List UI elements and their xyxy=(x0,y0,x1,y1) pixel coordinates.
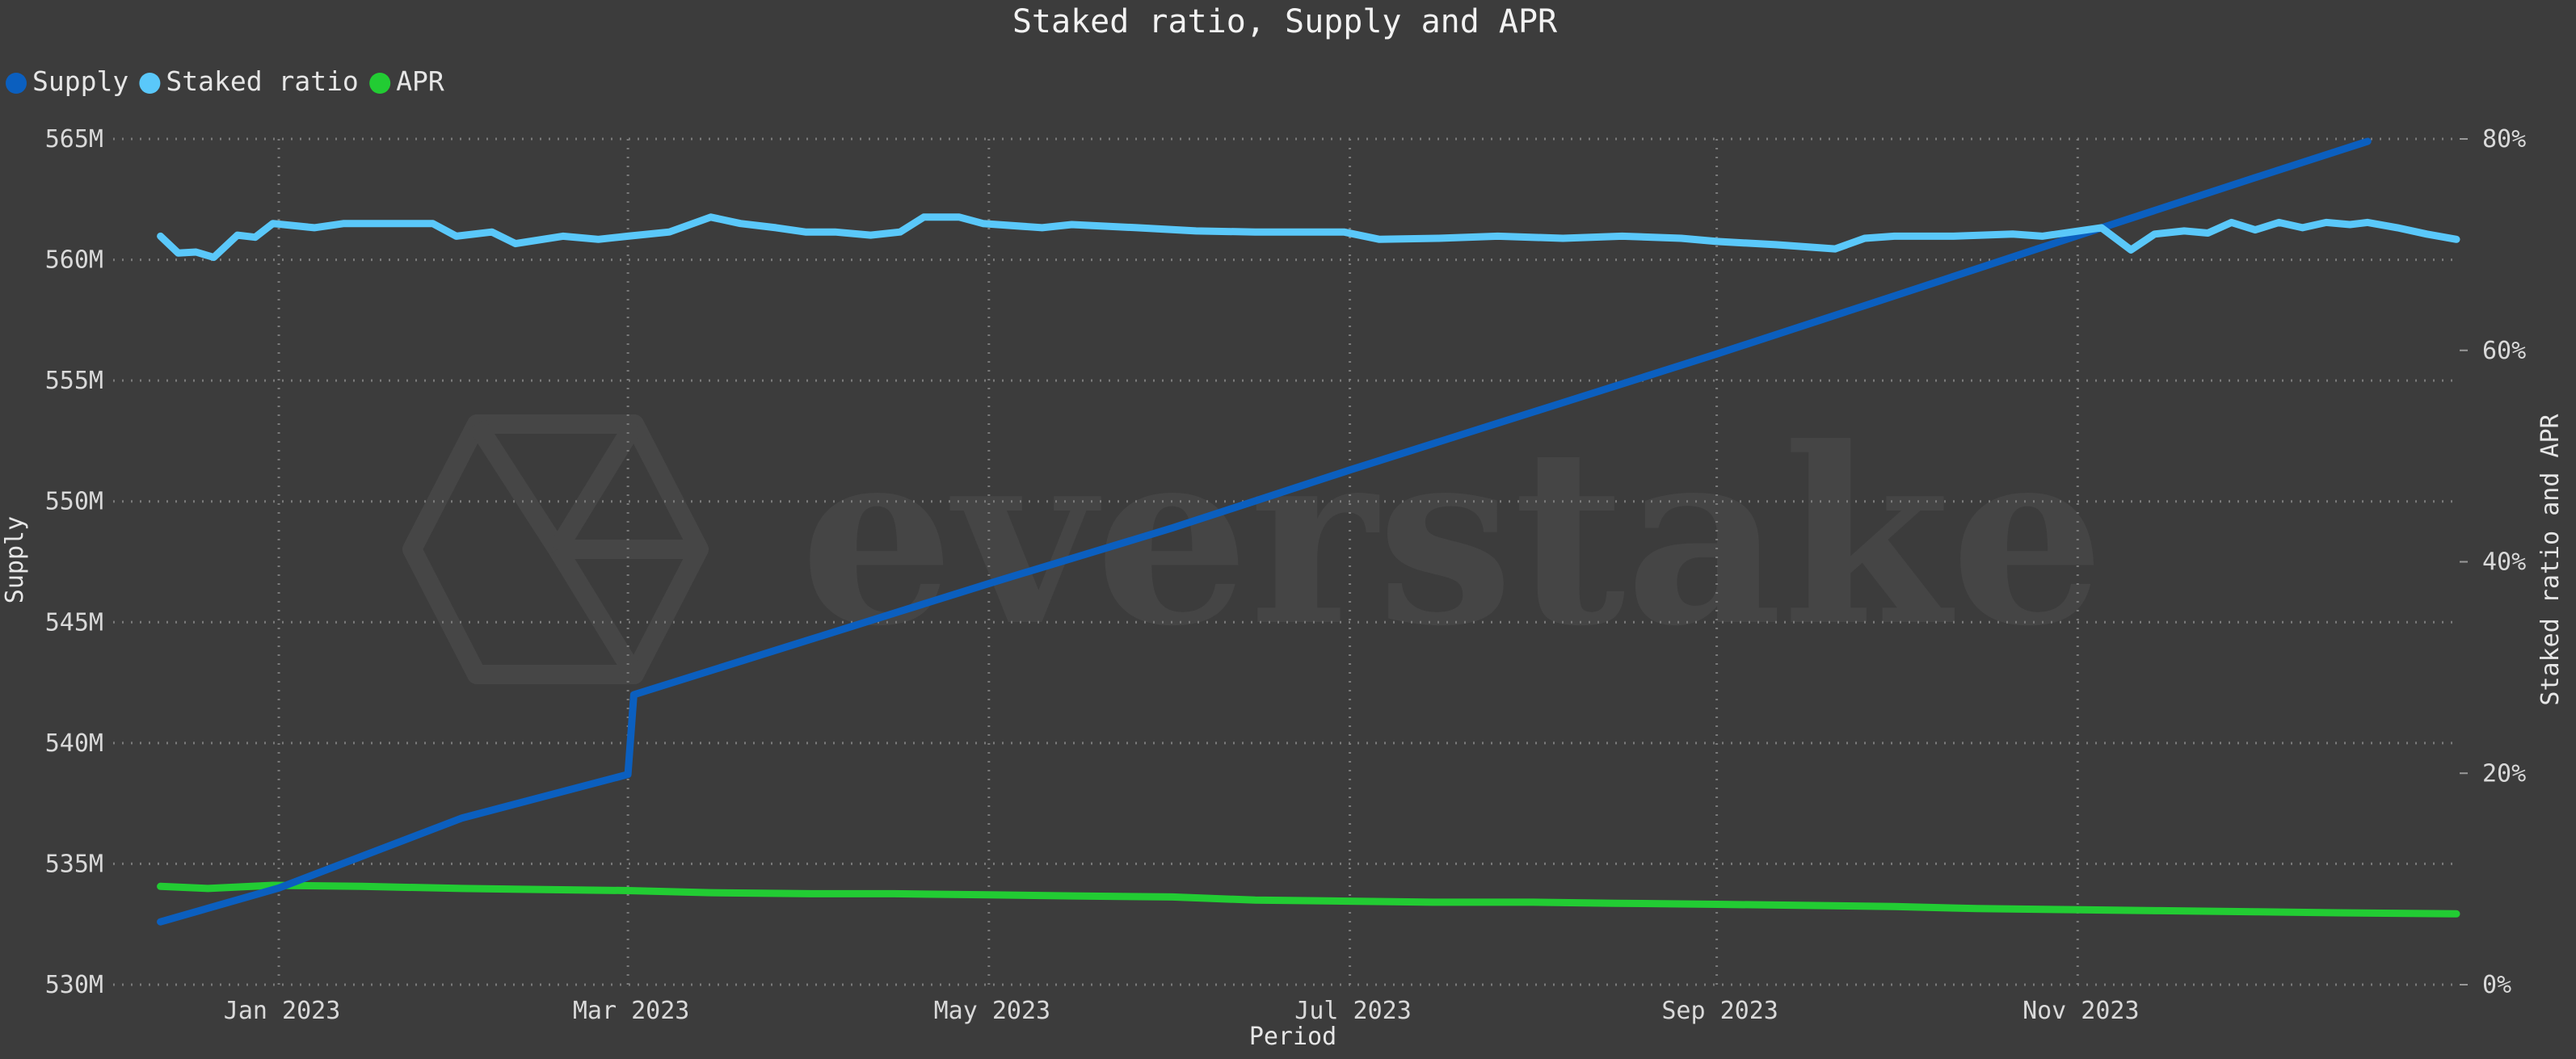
legend-label: Staked ratio xyxy=(166,65,358,97)
y-left-tick-label: 535M xyxy=(45,850,103,878)
legend-marker xyxy=(139,73,161,94)
x-tick-label: Mar 2023 xyxy=(573,997,690,1025)
x-tick-label: Nov 2023 xyxy=(2022,997,2140,1025)
legend-label: APR xyxy=(396,65,444,97)
legend: Supply Staked ratio APR xyxy=(6,65,444,97)
legend-marker xyxy=(6,73,27,94)
legend-label: Supply xyxy=(32,65,128,97)
x-axis-title: Period xyxy=(1249,1023,1336,1051)
y-axis-left-title: Supply xyxy=(1,516,29,603)
y-left-tick-label: 540M xyxy=(45,729,103,758)
y-left-tick-label: 545M xyxy=(45,608,103,637)
axes-layer: 530M 535M 540M 545M 550M 555M 560M 565M 0% 20% 40%… xyxy=(45,125,2526,1025)
series-line-apr xyxy=(157,881,2460,918)
watermark-logo: everstake xyxy=(402,394,2105,684)
series-layer xyxy=(157,137,2460,926)
x-tick-label: Sep 2023 xyxy=(1661,997,1778,1025)
x-tick-label: Jan 2023 xyxy=(224,997,341,1025)
y-right-tick-label: 0% xyxy=(2482,971,2511,999)
y-left-tick-label: 565M xyxy=(45,125,103,153)
y-right-tick-label: 80% xyxy=(2482,125,2526,153)
x-tick-label: Jul 2023 xyxy=(1294,997,1412,1025)
y-left-tick-label: 555M xyxy=(45,367,103,395)
series-line-supply xyxy=(157,137,2372,926)
watermark-text: everstake xyxy=(800,394,2105,679)
y-right-tick-label: 40% xyxy=(2482,548,2526,577)
y-left-tick-label: 560M xyxy=(45,246,103,275)
series-line-staked-ratio xyxy=(157,213,2460,262)
x-tick-label: May 2023 xyxy=(934,997,1051,1025)
watermark-hexagon-icon xyxy=(402,414,709,684)
y-axis-right-title: Staked ratio and APR xyxy=(2536,413,2565,705)
legend-marker xyxy=(369,73,391,94)
y-left-tick-label: 530M xyxy=(45,971,103,999)
y-right-tick-label: 20% xyxy=(2482,759,2526,788)
y-left-tick-label: 550M xyxy=(45,488,103,516)
y-right-tick-label: 60% xyxy=(2482,337,2526,365)
chart-title: Staked ratio, Supply and APR xyxy=(1012,3,1558,40)
